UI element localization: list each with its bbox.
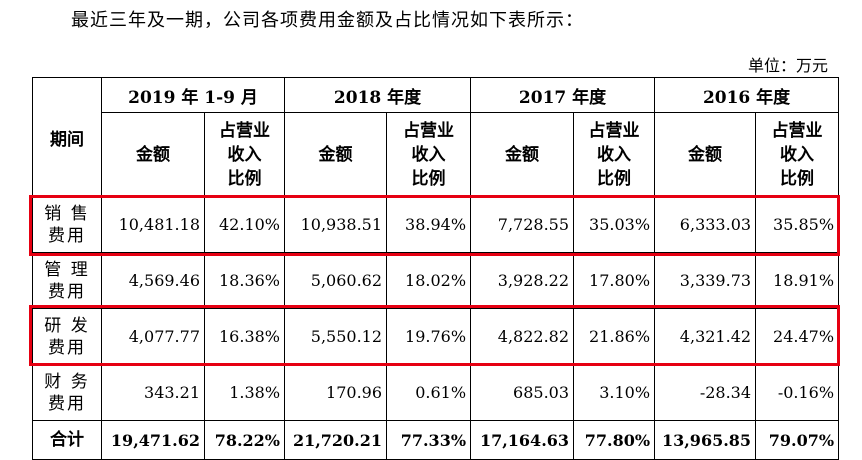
ratio-cell: 18.36% <box>203 252 286 309</box>
table-row: 研 发费用 4,077.77 16.38% 5,550.12 19.76% 4,822.8… <box>32 308 840 365</box>
expense-table: 期间 2019 年 1-9 月 2018 年度 2017 年度 2016 年度 … <box>32 77 840 460</box>
ratio-header: 占营业 收入 比例 <box>573 112 656 197</box>
amount-header: 金额 <box>654 112 757 197</box>
year-header-row: 期间 2019 年 1-9 月 2018 年度 2017 年度 2016 年度 <box>32 77 840 197</box>
ratio-cell: 18.91% <box>755 252 840 309</box>
amount-cell: 170.96 <box>284 364 388 421</box>
period-header: 期间 <box>32 77 102 197</box>
ratio-header-line: 收入 <box>227 144 262 165</box>
intro-text: 最近三年及一期，公司各项费用金额及占比情况如下表所示： <box>71 10 584 31</box>
total-amount-cell: 21,720.21 <box>284 420 388 460</box>
amount-cell: -28.34 <box>654 364 757 421</box>
amount-cell: 685.03 <box>470 364 575 421</box>
amount-cell: 343.21 <box>101 364 205 421</box>
row-category: 销 售费用 <box>32 196 102 253</box>
year-header: 2019 年 1-9 月 <box>100 77 286 113</box>
amount-cell: 10,481.18 <box>101 196 205 253</box>
ratio-cell: 38.94% <box>386 196 472 253</box>
ratio-header-line: 占营业 <box>219 120 270 141</box>
ratio-header-line: 占营业 <box>403 120 455 141</box>
ratio-cell: 42.10% <box>203 196 286 253</box>
row-category-line: 研 发 <box>44 315 90 336</box>
ratio-header-line: 比例 <box>227 168 262 189</box>
sub-header-row: 金额 占营业 收入 比例 金额 占营业 收入 比例 金额 占营业 收入 比例 金额 占营业 收入 比例 <box>33 112 840 197</box>
ratio-header-line: 收入 <box>411 144 446 165</box>
total-ratio-cell: 77.33% <box>386 420 472 460</box>
amount-cell: 10,938.51 <box>284 196 388 253</box>
table-row: 财 务费用 343.21 1.38% 170.96 0.61% 685.03 3.10% -2… <box>32 364 840 421</box>
amount-cell: 7,728.55 <box>470 196 575 253</box>
table-row: 管 理费用 4,569.46 18.36% 5,060.62 18.02% 3,928.2… <box>32 252 840 309</box>
row-category-line: 费用 <box>48 225 86 246</box>
ratio-header: 占营业 收入 比例 <box>203 112 286 197</box>
ratio-cell: 21.86% <box>573 308 656 365</box>
amount-header: 金额 <box>470 112 575 197</box>
ratio-header-line: 收入 <box>780 144 815 165</box>
amount-header: 金额 <box>284 112 388 197</box>
table-body: 销 售费用 10,481.18 42.10% 10,938.51 38.94% 7,728… <box>32 196 840 460</box>
ratio-cell: 24.47% <box>755 308 840 365</box>
total-amount-cell: 19,471.62 <box>101 420 205 460</box>
row-category-line: 销 售 <box>44 203 90 224</box>
row-category: 财 务费用 <box>32 364 102 421</box>
amount-cell: 4,321.42 <box>654 308 757 365</box>
total-amount-cell: 13,965.85 <box>654 420 757 460</box>
unit-label: 单位：万元 <box>747 56 828 75</box>
ratio-header-line: 占营业 <box>588 120 640 141</box>
amount-cell: 5,060.62 <box>284 252 388 309</box>
ratio-header-line: 占营业 <box>771 120 823 141</box>
ratio-cell: 3.10% <box>573 364 656 421</box>
row-category-line: 费用 <box>48 281 86 302</box>
ratio-header-line: 比例 <box>780 168 815 189</box>
ratio-header: 占营业 收入 比例 <box>386 112 472 197</box>
row-category-line: 费用 <box>48 337 86 358</box>
ratio-cell: 0.61% <box>386 364 472 421</box>
amount-cell: 3,928.22 <box>470 252 575 309</box>
amount-cell: 5,550.12 <box>284 308 388 365</box>
ratio-cell: 35.85% <box>755 196 840 253</box>
year-header: 2016 年度 <box>654 77 840 113</box>
row-category-line: 管 理 <box>44 259 90 280</box>
table-row: 销 售费用 10,481.18 42.10% 10,938.51 38.94% 7,728… <box>32 196 840 253</box>
amount-cell: 4,822.82 <box>470 308 575 365</box>
ratio-cell: 35.03% <box>573 196 656 253</box>
total-ratio-cell: 78.22% <box>203 420 286 460</box>
ratio-cell: 1.38% <box>203 364 286 421</box>
row-category-line: 费用 <box>48 393 86 414</box>
total-ratio-cell: 79.07% <box>755 420 840 460</box>
amount-cell: 6,333.03 <box>654 196 757 253</box>
ratio-cell: 19.76% <box>386 308 472 365</box>
ratio-header: 占营业 收入 比例 <box>755 112 840 197</box>
ratio-cell: 18.02% <box>386 252 472 309</box>
ratio-cell: 17.80% <box>573 252 656 309</box>
amount-header: 金额 <box>101 112 205 197</box>
row-category: 研 发费用 <box>32 308 102 365</box>
ratio-cell: 16.38% <box>203 308 286 365</box>
total-row: 合计 19,471.62 78.22% 21,720.21 77.33% 17,164.6… <box>32 420 840 460</box>
year-header: 2017 年度 <box>470 77 656 113</box>
row-category-line: 财 务 <box>44 371 90 392</box>
ratio-header-line: 比例 <box>411 168 446 189</box>
ratio-header-line: 收入 <box>597 144 632 165</box>
total-amount-cell: 17,164.63 <box>470 420 575 460</box>
amount-cell: 3,339.73 <box>654 252 757 309</box>
ratio-header-line: 比例 <box>597 168 632 189</box>
amount-cell: 4,077.77 <box>101 308 205 365</box>
amount-cell: 4,569.46 <box>101 252 205 309</box>
total-label: 合计 <box>32 420 102 460</box>
total-ratio-cell: 77.80% <box>573 420 656 460</box>
ratio-cell: -0.16% <box>755 364 840 421</box>
row-category: 管 理费用 <box>32 252 102 309</box>
year-header: 2018 年度 <box>284 77 472 113</box>
